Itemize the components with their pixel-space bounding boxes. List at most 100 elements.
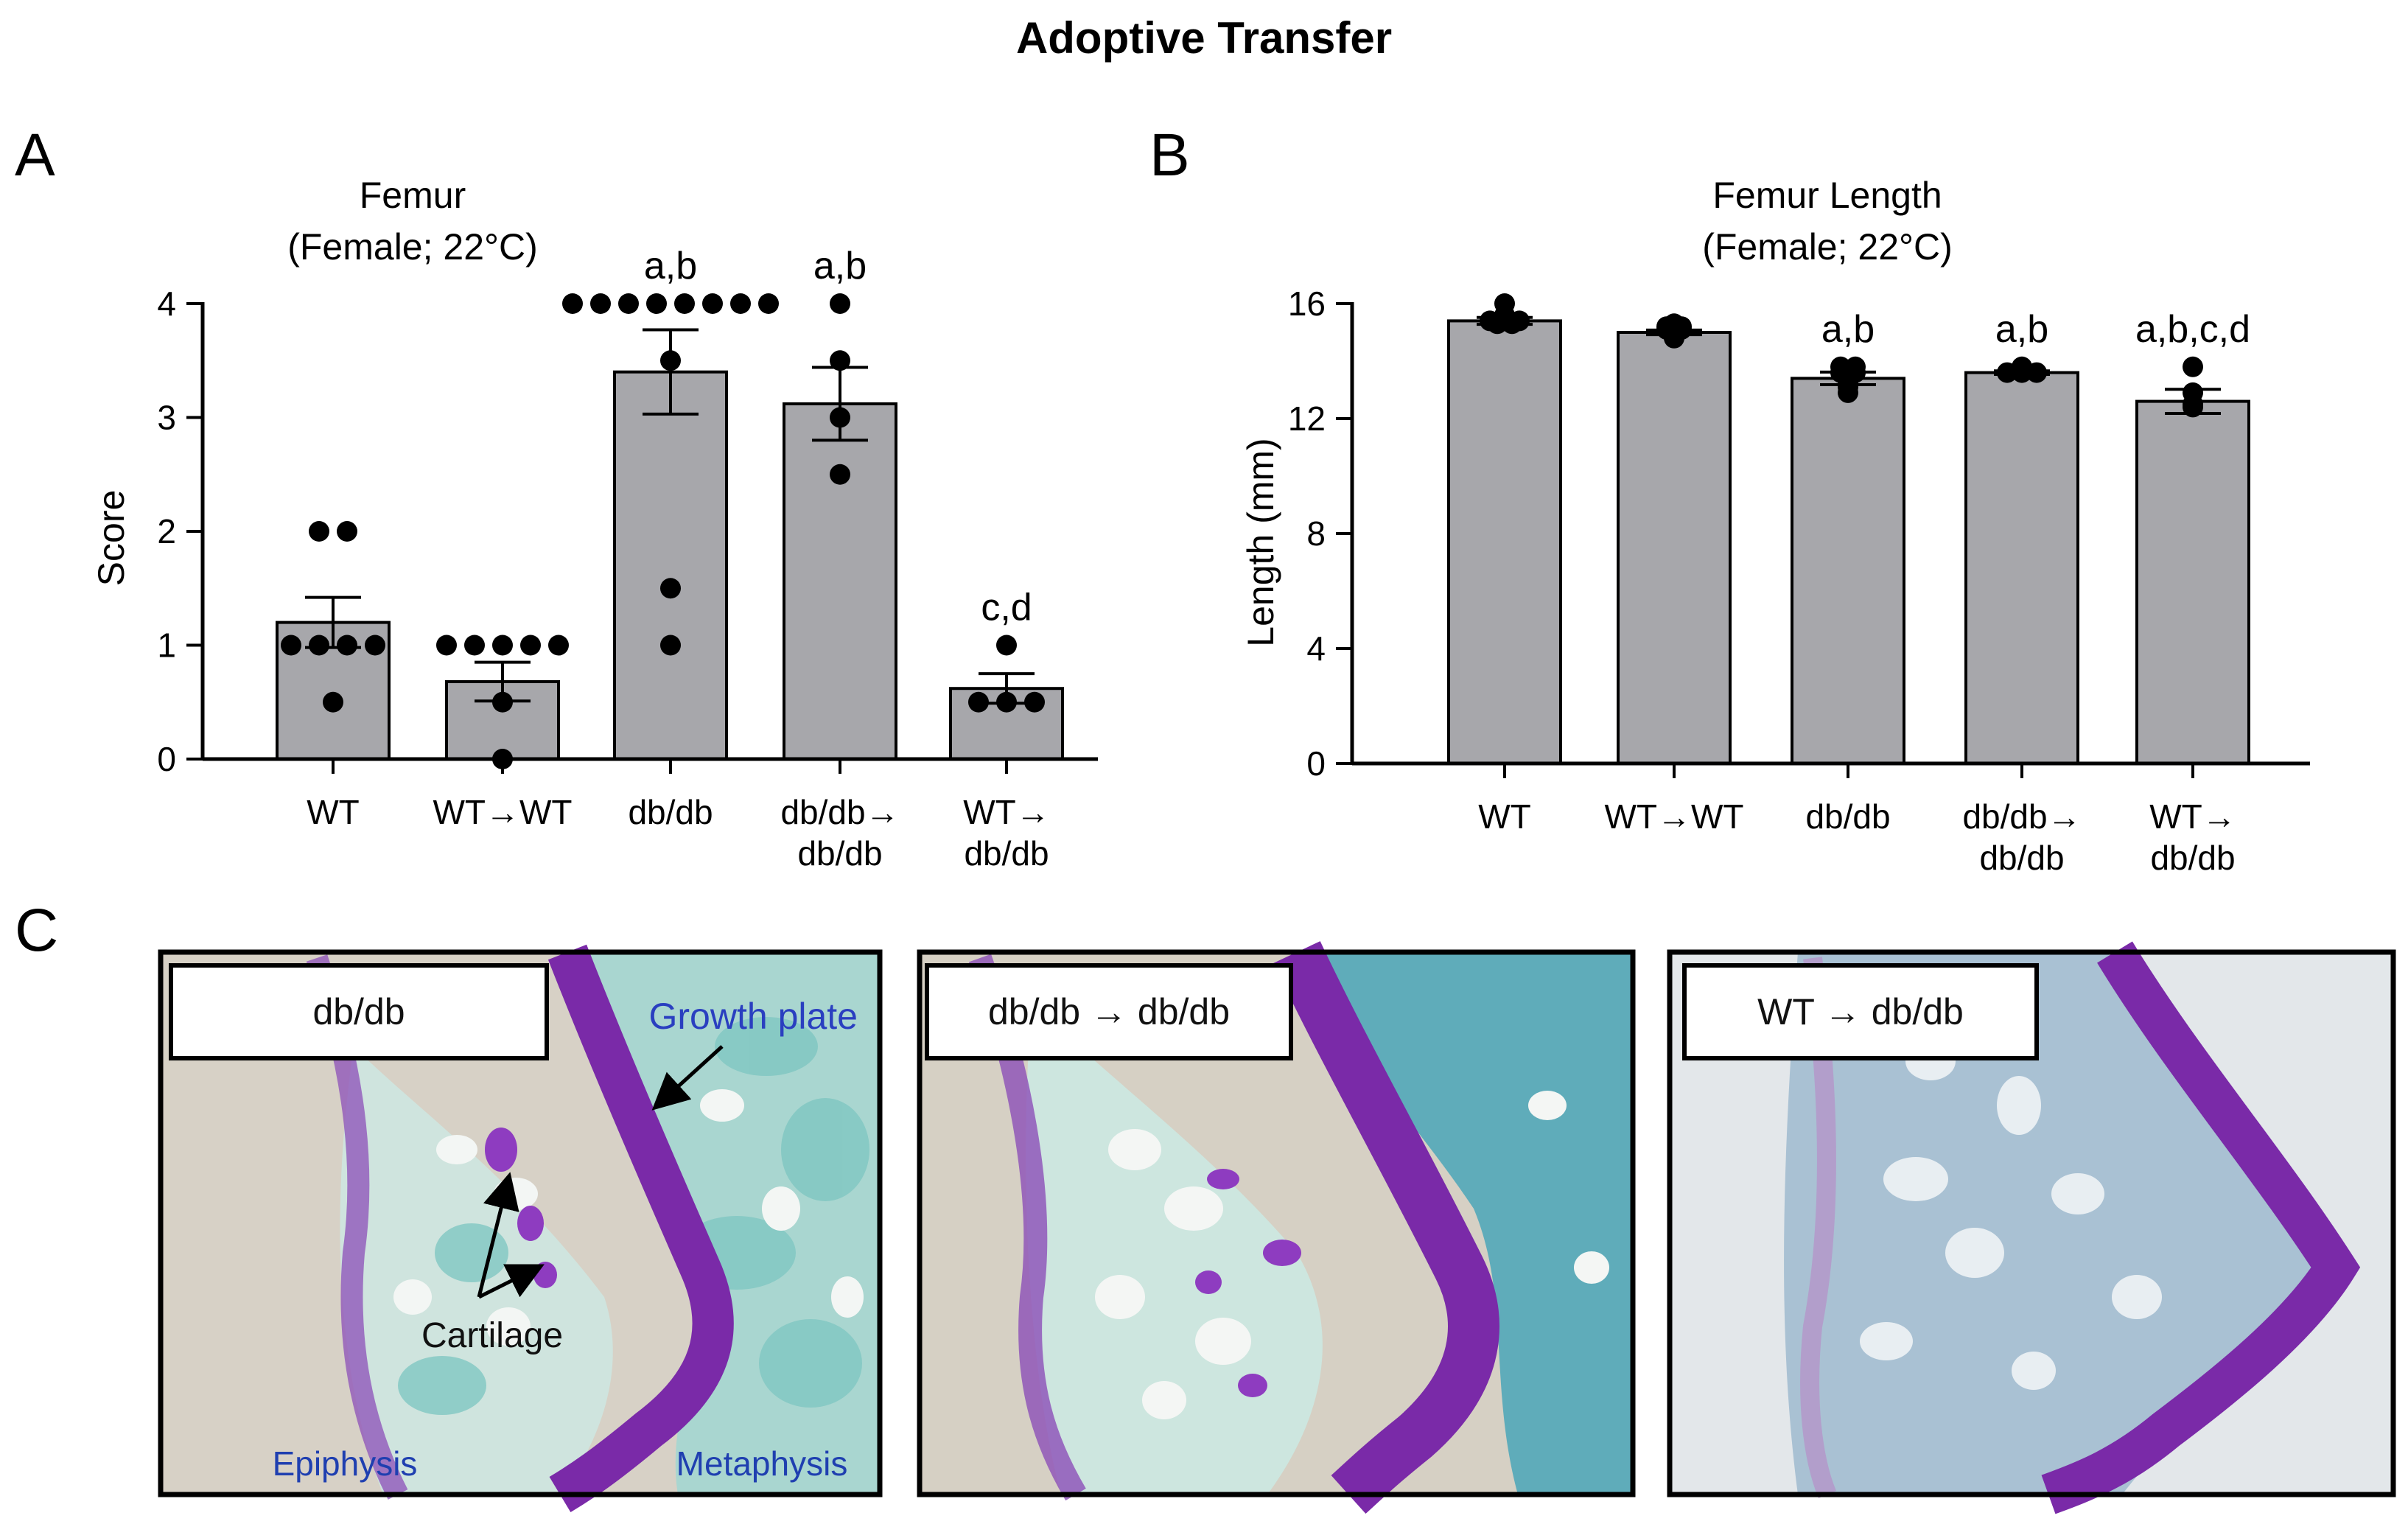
- chart-b-category-label: db/db→: [1962, 797, 2081, 836]
- cartilage-arrow-2: [477, 1264, 545, 1299]
- chart-a-category-label: WT→: [963, 793, 1050, 831]
- chart-a-data-point: [562, 293, 583, 314]
- chart-a-significance-label: a,b: [813, 245, 867, 287]
- chart-a-category-label: db/db: [964, 834, 1049, 873]
- chart-b-length: Femur Length (Female; 22°C) Length (mm) …: [1240, 175, 2310, 877]
- chart-a-data-point: [337, 635, 357, 656]
- chart-a-ytick-label: 1: [157, 626, 176, 665]
- histology-2-epiphysis-region: [1026, 1002, 1323, 1495]
- chart-b-ytick-label: 8: [1306, 514, 1326, 553]
- histology-1-marrow-spaces: [393, 1089, 864, 1346]
- cartilage-arrow-1: [477, 1172, 519, 1298]
- chart-b-significance-label: a,b,c,d: [2135, 308, 2250, 351]
- chart-b-title-line1: Femur Length: [1712, 175, 1942, 216]
- chart-a-significance-label: a,b: [644, 245, 697, 287]
- histology-1-label: db/db: [312, 991, 405, 1032]
- chart-b-significance-label: a,b: [1995, 308, 2048, 351]
- chart-a-data-point: [660, 350, 681, 371]
- chart-a-data-point: [730, 293, 751, 314]
- chart-a-title-line1: Femur: [360, 175, 466, 216]
- chart-b-bar: [1964, 371, 2079, 766]
- cartilage-label: Cartilage: [421, 1316, 563, 1355]
- chart-a-data-point: [464, 635, 485, 656]
- chart-a-data-point: [660, 635, 681, 656]
- chart-a-data-point: [618, 293, 639, 314]
- chart-b-ytick-label: 4: [1306, 629, 1326, 668]
- chart-b-data-point: [2012, 356, 2032, 377]
- metaphysis-label: Metaphysis: [676, 1444, 848, 1483]
- chart-b-data-point: [2183, 356, 2203, 377]
- chart-a-points: [281, 293, 1045, 769]
- chart-a-data-point: [492, 635, 513, 656]
- histology-3-label-box: [1682, 963, 2039, 1060]
- chart-a-axes: [200, 302, 1098, 774]
- panel-letter-c: C: [15, 897, 58, 964]
- histology-3-growth-plate: [2041, 941, 2361, 1514]
- chart-b-axes: [1350, 302, 2310, 778]
- chart-b-ytick-label: 0: [1306, 744, 1326, 783]
- histology-2-frame: [917, 949, 1636, 1497]
- chart-b-data-point: [1664, 322, 1684, 343]
- histology-image-dbdb-to-dbdb: db/db → db/db: [917, 941, 1636, 1514]
- chart-b-significance: a,b a,b a,b,c,d: [1821, 308, 2250, 351]
- chart-a-data-point: [702, 293, 723, 314]
- chart-a-data-point: [548, 635, 569, 656]
- chart-b-data-point: [1494, 307, 1515, 329]
- chart-b-points: [1480, 293, 2203, 418]
- chart-a-category-label: db/db: [797, 834, 882, 873]
- growth-plate-label: Growth plate: [649, 996, 858, 1037]
- chart-a-data-point: [281, 635, 301, 656]
- chart-a-data-point: [492, 691, 513, 713]
- chart-a-data-point: [830, 293, 850, 314]
- chart-a-data-point: [830, 407, 850, 428]
- chart-a-category-label: db/db: [628, 793, 713, 831]
- panel-letter-a: A: [15, 122, 55, 189]
- chart-a-title-line2: (Female; 22°C): [287, 226, 538, 268]
- chart-a-data-point: [996, 691, 1017, 713]
- chart-a-category-label: WT→WT: [433, 793, 572, 831]
- chart-b-significance-label: a,b: [1821, 308, 1875, 351]
- chart-a-significance: a,b a,b c,d: [644, 245, 1032, 629]
- histology-2-label: db/db → db/db: [988, 991, 1230, 1032]
- histology-2-metaphysis-region: [1297, 952, 1633, 1495]
- chart-b-category-label: WT→WT: [1604, 797, 1743, 836]
- chart-a-data-point: [520, 635, 541, 656]
- chart-b-category-label: WT: [1478, 797, 1531, 836]
- histology-2-growth-plate: [1273, 941, 1499, 1514]
- chart-a-data-point: [309, 521, 329, 542]
- chart-a-bar: [783, 402, 897, 761]
- chart-a-data-point: [590, 293, 611, 314]
- chart-b-ytick-label: 12: [1288, 399, 1326, 438]
- chart-a-significance-label: c,d: [981, 587, 1032, 629]
- chart-b-data-point: [1838, 365, 1858, 386]
- chart-b-category-label: db/db: [2150, 839, 2235, 877]
- chart-b-bar: [2135, 399, 2250, 765]
- chart-a-data-point: [323, 691, 343, 713]
- chart-a-data-point: [830, 350, 850, 371]
- chart-b-y-ticks: 0 4 8 12 16: [1288, 284, 1352, 783]
- epiphysis-label: Epiphysis: [273, 1444, 418, 1483]
- chart-a-data-point: [660, 578, 681, 599]
- chart-a-data-point: [674, 293, 695, 314]
- chart-a-category-label: db/db→: [780, 793, 899, 831]
- chart-b-ylabel: Length (mm): [1240, 438, 1281, 646]
- chart-a-ytick-label: 2: [157, 512, 176, 550]
- chart-a-data-point: [337, 521, 357, 542]
- chart-a-data-point: [436, 635, 457, 656]
- histology-2-marrow-spaces: [1095, 1091, 1609, 1419]
- chart-a-ytick-label: 4: [157, 284, 176, 323]
- histology-image-dbdb: db/db Growth plate Cartilage Epiphysis M…: [158, 944, 883, 1513]
- chart-a-bars: [276, 370, 1064, 761]
- chart-b-data-point: [2183, 396, 2203, 418]
- chart-a-data-point: [968, 691, 989, 713]
- chart-b-bar: [1791, 377, 1905, 765]
- panel-letter-b: B: [1149, 122, 1190, 189]
- chart-a-data-point: [758, 293, 779, 314]
- histology-1-growth-plate: [547, 944, 734, 1513]
- chart-a-ytick-label: 3: [157, 399, 176, 437]
- chart-b-title-line2: (Female; 22°C): [1702, 226, 1953, 268]
- chart-a-ytick-label: 0: [157, 740, 176, 778]
